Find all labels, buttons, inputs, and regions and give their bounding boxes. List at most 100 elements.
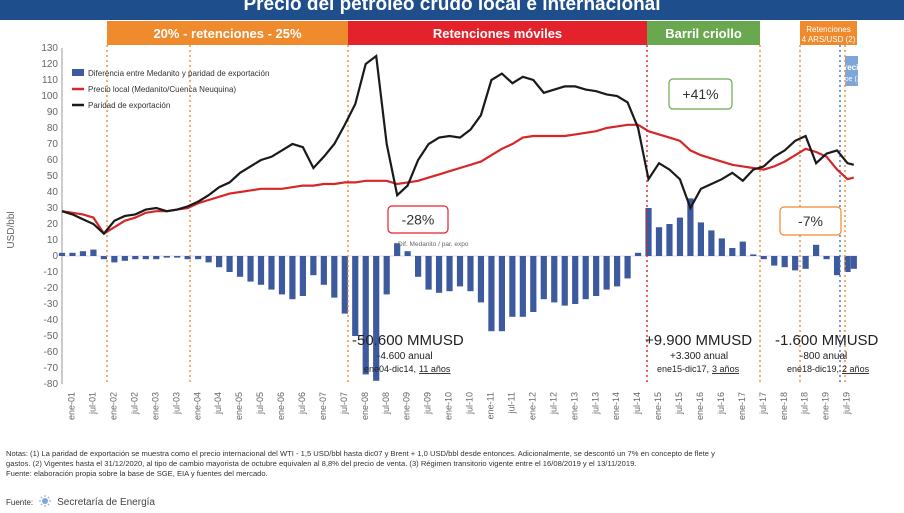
x-tick-label: ene-04: [192, 392, 202, 420]
difference-bar: [551, 256, 558, 303]
x-tick-label: ene-03: [150, 392, 160, 420]
difference-bar: [352, 256, 359, 336]
difference-bar: [498, 256, 505, 332]
note-line-2: gastos. (2) Vigentes hasta el 31/12/2020…: [6, 459, 637, 468]
y-tick-label: -20: [44, 283, 59, 294]
x-tick-label: ene-10: [444, 392, 454, 420]
y-tick-label: -80: [44, 379, 59, 390]
difference-bar: [456, 256, 464, 287]
x-tick-label: ene-07: [318, 392, 328, 420]
period-label-2: Retenciones móviles: [433, 26, 562, 41]
x-tick-label: ene-11: [486, 392, 496, 419]
difference-bar: [781, 256, 788, 268]
difference-bar: [614, 256, 621, 287]
page-title: Precio del petróleo crudo local e intern…: [243, 0, 661, 15]
x-tick-label: jul-12: [548, 392, 558, 415]
difference-bar: [163, 256, 170, 258]
x-tick-label: jul-19: [842, 392, 852, 415]
difference-bar: [100, 256, 107, 260]
x-tick-label: ene-15: [653, 392, 663, 420]
difference-bar: [488, 256, 495, 332]
difference-bar: [760, 256, 767, 260]
pct-2-label: +41%: [682, 86, 718, 102]
note-line-1: Notas: (1) La paridad de exportación se …: [6, 449, 715, 458]
difference-bar: [676, 217, 684, 256]
block2-total: +9.900 MMUSD: [645, 332, 752, 349]
difference-bar: [792, 256, 799, 271]
x-tick-label: jul-11: [506, 392, 516, 414]
source-org: Secretaría de Energía: [57, 496, 155, 508]
x-tick-label: ene-19: [821, 392, 831, 420]
difference-bar: [79, 251, 87, 256]
x-tick-label: jul-05: [255, 392, 265, 415]
x-tick-label: jul-13: [590, 392, 600, 415]
difference-bar: [530, 256, 537, 312]
export-parity-line: [61, 53, 855, 236]
block2-years: 3 años: [712, 364, 740, 374]
pct-1-box: [387, 205, 449, 234]
difference-bar: [519, 256, 526, 317]
x-tick-label: ene-01: [67, 392, 77, 420]
block2-period: ene15-dic17,: [657, 364, 709, 374]
oil-price-chart: 20% - retenciones - 25% Retenciones móvil…: [6, 21, 879, 420]
x-tick-label: jul-17: [758, 392, 768, 415]
y-tick-label: -50: [44, 331, 59, 342]
source-label: Fuente:: [6, 497, 34, 507]
block3-years: 2 años: [842, 364, 870, 374]
block3-period: ene18-dic19,: [787, 364, 839, 374]
y-tick-label: 10: [47, 235, 59, 246]
difference-bar: [850, 256, 857, 269]
difference-bar: [425, 256, 432, 290]
period-band-2: [348, 21, 647, 45]
x-tick-label: jul-07: [339, 392, 349, 415]
difference-bar: [467, 256, 474, 292]
precio-tope-label-1: Precio: [839, 63, 864, 72]
y-tick-label: 40: [47, 187, 59, 198]
difference-bar: [687, 198, 694, 256]
y-tick-label: -10: [44, 267, 59, 278]
difference-bar: [394, 243, 401, 256]
y-tick-label: 60: [47, 155, 59, 166]
difference-bar: [645, 208, 652, 256]
difference-bar: [572, 256, 579, 304]
difference-bar: [195, 256, 202, 260]
x-tick-label: ene-13: [569, 392, 579, 420]
x-tick-label: jul-01: [88, 392, 98, 415]
block1-annual: -4.600 anual: [377, 351, 433, 362]
block3-total: -1.600 MMUSD: [775, 332, 879, 349]
pct-2-box: [668, 78, 733, 110]
difference-bar: [268, 256, 275, 290]
y-tick-label: -70: [44, 363, 59, 374]
x-tick-label: ene-17: [737, 392, 747, 420]
difference-bar: [383, 256, 390, 295]
difference-bar: [540, 256, 547, 300]
y-tick-label: 30: [47, 203, 59, 214]
difference-bar: [320, 256, 327, 285]
difference-bar: [634, 252, 642, 256]
legend-label: Precio local (Medanito/Cuenca Neuquina): [88, 85, 236, 94]
difference-bar: [404, 251, 411, 256]
difference-bar: [655, 227, 663, 256]
precio-tope-label-2: tope (3): [839, 76, 863, 83]
difference-bar: [247, 256, 254, 282]
block2-annual: +3.300 anual: [670, 351, 728, 362]
dif-label: Dif. Medanito / par. expo: [398, 241, 469, 248]
sun-emblem-icon: [39, 495, 52, 507]
block3-annual: -800 anual: [800, 351, 847, 362]
difference-bar: [90, 249, 97, 256]
difference-bar: [310, 256, 317, 276]
x-tick-label: jul-16: [716, 392, 726, 415]
difference-bar: [582, 256, 589, 300]
difference-bar: [708, 230, 715, 256]
difference-bar: [278, 256, 286, 295]
period-label-1: 20% - retenciones - 25%: [153, 26, 302, 41]
difference-bar: [771, 256, 778, 266]
x-tick-label: ene-08: [360, 392, 370, 420]
legend-label: Paridad de exportación: [88, 101, 170, 110]
x-tick-label: jul-08: [381, 392, 391, 415]
y-tick-label: 130: [41, 43, 58, 54]
difference-bar: [561, 256, 568, 306]
source: Fuente: Secretaría de Energía: [6, 495, 155, 509]
difference-bar: [833, 256, 841, 276]
block1-period: ene04-dic14,: [364, 364, 416, 374]
